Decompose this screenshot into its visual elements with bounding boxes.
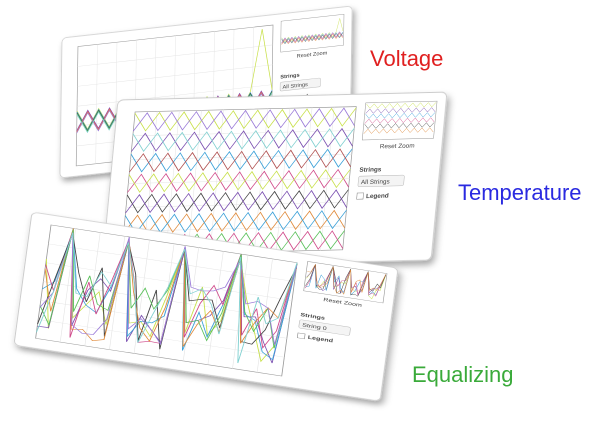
equalizing-label: Equalizing	[412, 362, 514, 387]
mini-chart	[362, 101, 437, 140]
legend-label: Legend	[366, 193, 390, 200]
reset-zoom: Reset Zoom	[379, 143, 414, 151]
temperature-label: Temperature	[458, 180, 582, 205]
voltage-label: Voltage	[370, 46, 443, 71]
page: Reset ZoomStringsAll StringsLegend Reset…	[0, 0, 608, 437]
strings-select-text: All Strings	[361, 179, 390, 187]
collage: Reset ZoomStringsAll StringsLegend Reset…	[0, 0, 608, 437]
legend-checkbox[interactable]	[357, 193, 364, 199]
strings-label: Strings	[359, 166, 382, 173]
legend-checkbox[interactable]	[297, 333, 305, 339]
